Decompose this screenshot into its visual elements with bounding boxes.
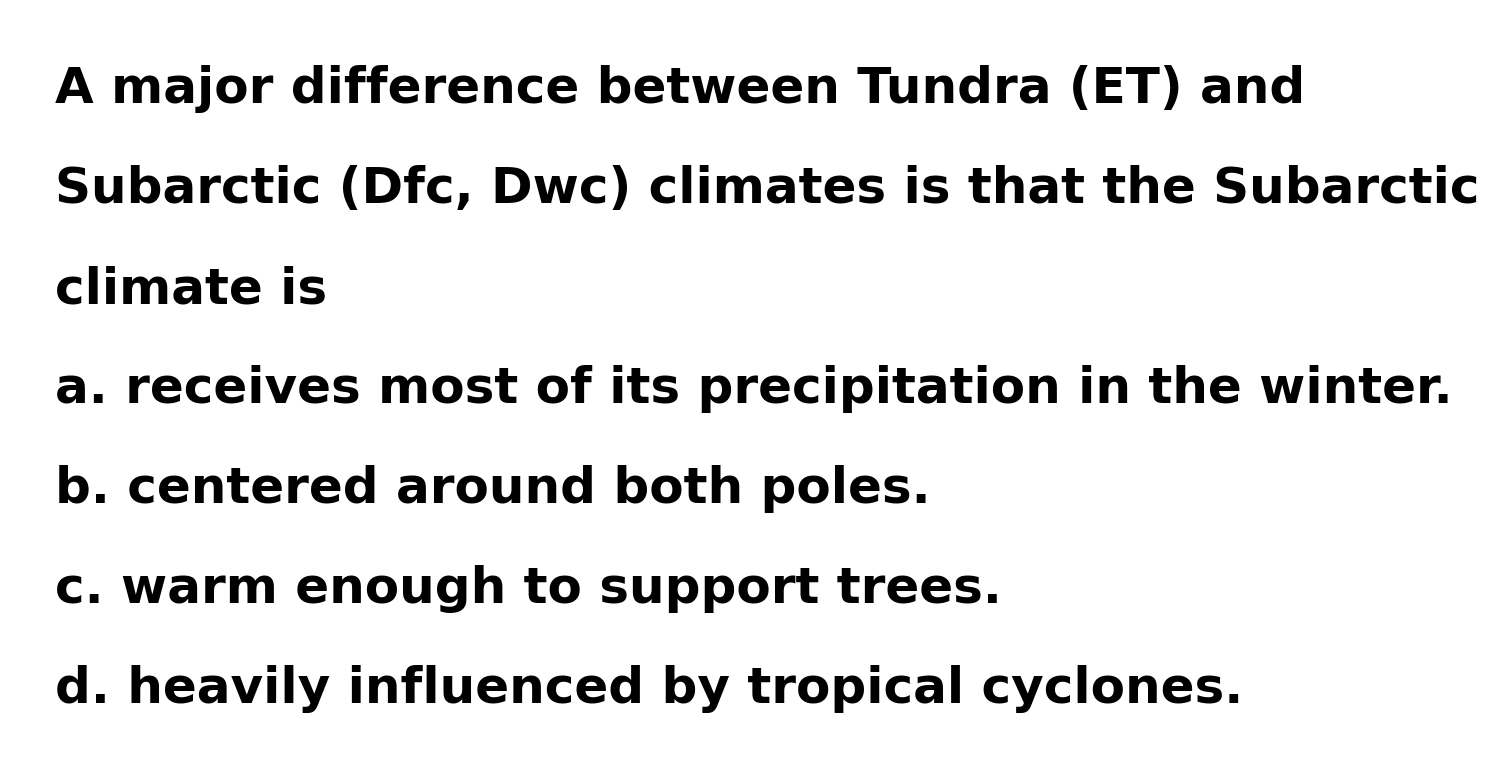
- Text: b. centered around both poles.: b. centered around both poles.: [56, 465, 930, 513]
- Text: d. heavily influenced by tropical cyclones.: d. heavily influenced by tropical cyclon…: [56, 665, 1244, 713]
- Text: a. receives most of its precipitation in the winter.: a. receives most of its precipitation in…: [56, 365, 1452, 413]
- Text: c. warm enough to support trees.: c. warm enough to support trees.: [56, 565, 1002, 613]
- Text: climate is: climate is: [56, 265, 327, 313]
- Text: Subarctic (Dfc, Dwc) climates is that the Subarctic: Subarctic (Dfc, Dwc) climates is that th…: [56, 165, 1479, 213]
- Text: A major difference between Tundra (ET) and: A major difference between Tundra (ET) a…: [56, 65, 1305, 113]
